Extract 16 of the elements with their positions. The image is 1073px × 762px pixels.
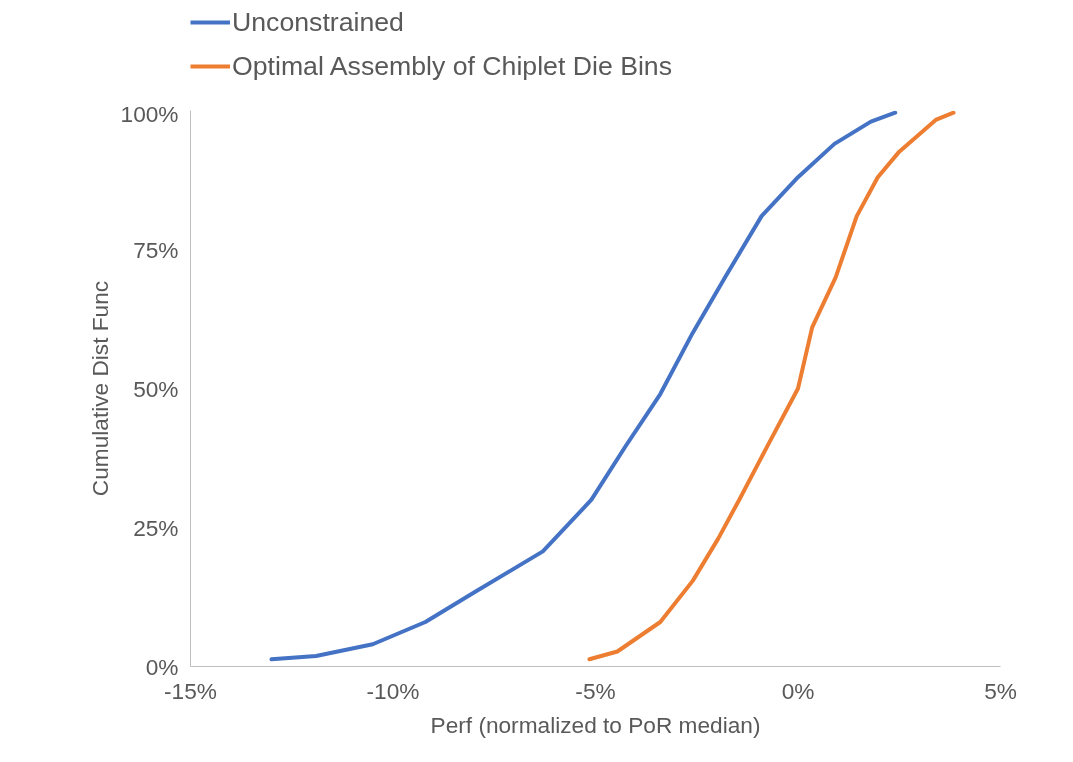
legend-label: Optimal Assembly of Chiplet Die Bins xyxy=(232,49,672,83)
x-tick-label: 5% xyxy=(984,677,1017,704)
line-series xyxy=(269,110,898,662)
y-tick-label: 50% xyxy=(133,375,179,402)
y-tick-label: 0% xyxy=(145,653,179,680)
y-tick-label: 75% xyxy=(133,236,179,263)
y-tick-label: 25% xyxy=(133,514,179,541)
legend-label: Unconstrained xyxy=(232,5,404,39)
y-tick-label: 100% xyxy=(120,100,179,127)
line-series xyxy=(587,110,956,662)
x-tick-label: 0% xyxy=(781,677,815,704)
x-tick-label: -5% xyxy=(575,677,616,704)
x-tick-label: -15% xyxy=(164,677,217,704)
y-axis-title: Cumulative Dist Func xyxy=(86,280,113,497)
x-tick-label: -10% xyxy=(366,677,420,704)
x-axis-title: Perf (normalized to PoR median) xyxy=(430,711,761,738)
